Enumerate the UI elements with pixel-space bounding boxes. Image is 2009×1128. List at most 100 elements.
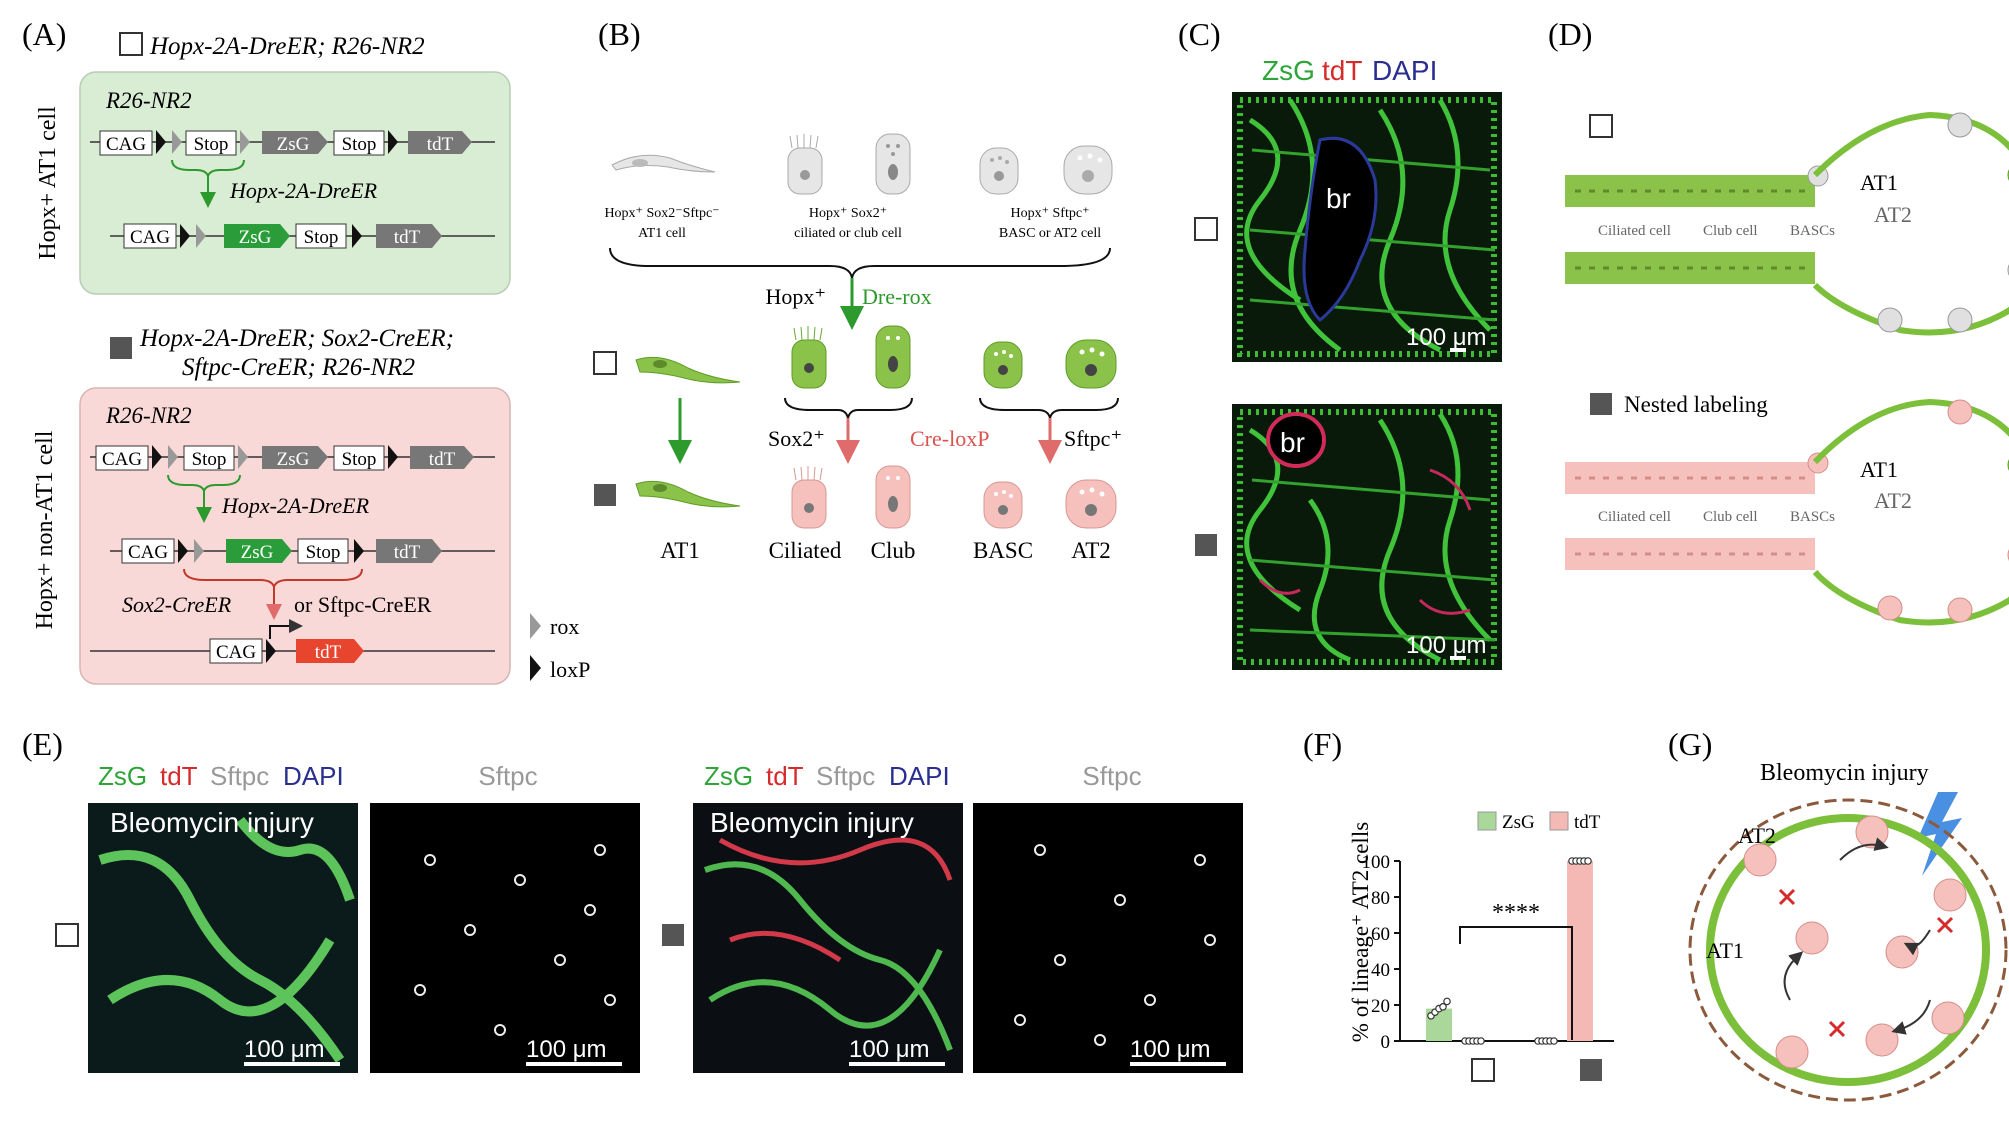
f-data-point [1439, 1002, 1447, 1011]
g-at1-label: AT1 [1706, 938, 1744, 963]
open-square-icon [1194, 217, 1218, 241]
d-club-bottom: Club cell [1703, 509, 1758, 525]
b-club-label: Club [871, 538, 916, 563]
f-legend-label: tdT [1574, 812, 1601, 833]
c-title-zsg: ZsG [1262, 55, 1315, 86]
svg-text:Stop: Stop [192, 449, 227, 470]
b-caption-at1-2: AT1 cell [638, 226, 686, 241]
svg-text:CAG: CAG [130, 227, 170, 248]
d-bascs-top: BASCs [1790, 223, 1835, 239]
d-club-top: Club cell [1703, 223, 1758, 239]
f-points [1427, 857, 1592, 1045]
b-sox2-label: Sox2⁺ [768, 426, 825, 451]
svg-text:ZsG: ZsG [277, 449, 310, 470]
e1-title-dapi: DAPI [283, 761, 344, 791]
panel-g: Bleomycin injury AT2 AT1 [1688, 760, 2008, 1102]
f-significance-bracket [1459, 926, 1573, 1040]
svg-text:Hopx-2A-DreER: Hopx-2A-DreER [221, 493, 370, 518]
e3-title-tdt: tdT [766, 761, 804, 791]
f-y-tick-label: 40 [1371, 960, 1390, 981]
a-top-side-label: Hopx+ AT1 cell [35, 106, 61, 260]
f-y-tick-label: 100 [1362, 852, 1391, 873]
f-legend-swatch [1549, 811, 1569, 831]
b-hopx-label: Hopx⁺ [766, 284, 827, 309]
panel-label-b: (B) [598, 16, 641, 52]
svg-text:ZsG: ZsG [241, 542, 274, 563]
svg-text:CAG: CAG [128, 542, 168, 563]
panel-f-chart: % of lineage⁺ AT2 cells ZsG tdT 0 20 40 60 80… [1348, 811, 1614, 1082]
a-cag-label: CAG [106, 134, 146, 155]
a-stop-label: Stop [194, 134, 229, 155]
c-scale-top: 100 μm [1406, 324, 1487, 351]
f-bars [1426, 861, 1593, 1041]
b-cre-loxp-label: Cre-loxP [910, 426, 989, 451]
d-at1-top: AT1 [1860, 170, 1898, 195]
e2-scale: 100 μm [526, 1036, 607, 1063]
a-dre-label: Hopx-2A-DreER [229, 178, 378, 203]
d-airway-top: AT1 AT2 Ciliated cell Club cell BASCs [1565, 111, 2009, 336]
e1-injury-label: Bleomycin injury [110, 807, 314, 838]
g-title: Bleomycin injury [1760, 760, 1929, 786]
e1-title-zsg: ZsG [98, 761, 147, 791]
a-or-sftpc-label: or Sftpc-CreER [294, 592, 432, 617]
f-legend-swatch [1477, 811, 1497, 831]
f-y-tick-label: 80 [1371, 888, 1390, 909]
panel-b: Hopx⁺ Sox2⁻Sftpc⁻ AT1 cell Hopx⁺ Sox2⁺ c… [593, 133, 1122, 563]
d-at2-top: AT2 [1874, 202, 1912, 227]
f-y-tick-label: 0 [1381, 1032, 1391, 1053]
g-capillary-ring [1688, 798, 2008, 1102]
b-at1-label: AT1 [660, 538, 700, 563]
panel-label-c: (C) [1178, 16, 1221, 52]
g-alveolus [1706, 814, 1990, 1086]
open-square-icon [119, 32, 143, 56]
rox-legend-icon [530, 613, 541, 639]
f-data-point [1443, 997, 1451, 1006]
panel-c: ZsG tdT DAPI br 100 μm br 100 μm [1194, 55, 1502, 670]
f-x-category-filled-square [1580, 1059, 1602, 1081]
c-br-top: br [1326, 183, 1351, 214]
filled-square-icon [662, 924, 684, 946]
f-y-tick-label: 60 [1371, 924, 1390, 945]
c-br-bottom: br [1280, 427, 1305, 458]
b-at2-label: AT2 [1071, 538, 1111, 563]
svg-text:CAG: CAG [216, 642, 256, 663]
d-airway-bottom: AT1 AT2 Ciliated cell Club cell BASCs [1565, 398, 2009, 626]
b-caption-at2-2: BASC or AT2 cell [999, 226, 1101, 241]
a-top-genotype: Hopx-2A-DreER; R26-NR2 [149, 33, 425, 60]
c-title-dapi: DAPI [1372, 55, 1437, 86]
e1-scale: 100 μm [244, 1036, 325, 1063]
a-sox2-cre-label: Sox2-CreER [122, 592, 232, 617]
a-bot-genotype-1: Hopx-2A-DreER; Sox2-CreER; [139, 325, 454, 352]
c-title-tdt: tdT [1322, 55, 1362, 86]
e4-micrograph [973, 803, 1243, 1073]
filled-square-icon [110, 337, 132, 359]
loxp-legend-icon [530, 655, 541, 681]
f-data-point [1477, 1037, 1485, 1045]
b-ciliated-label: Ciliated [769, 538, 842, 563]
a-zsg-label: ZsG [277, 134, 310, 155]
svg-text:tdT: tdT [429, 449, 456, 470]
e3-scale: 100 μm [849, 1036, 930, 1063]
f-bar [1567, 861, 1593, 1041]
a-cag-box [99, 130, 153, 156]
filled-square-icon [1195, 534, 1217, 556]
e3-title-dapi: DAPI [889, 761, 950, 791]
a-bot-side-label: Hopx+ non-AT1 cell [32, 430, 58, 629]
svg-text:tdT: tdT [315, 642, 342, 663]
f-significance-label: **** [1492, 900, 1540, 926]
panel-e: ZsG tdT Sftpc DAPI Sftpc Bleomycin injur… [55, 761, 1243, 1073]
f-legend: ZsG tdT [1477, 811, 1601, 833]
filled-square-icon [1590, 393, 1612, 415]
e2-title-sftpc: Sftpc [478, 761, 537, 791]
svg-text:tdT: tdT [394, 227, 421, 248]
d-ciliated-top: Ciliated cell [1598, 223, 1671, 239]
lightning-icon [1918, 792, 1962, 876]
f-y-axis-label: % of lineage⁺ AT2 cells [1348, 822, 1373, 1042]
open-square-icon [1589, 114, 1613, 138]
f-legend-label: ZsG [1502, 812, 1535, 833]
e4-scale: 100 μm [1130, 1036, 1211, 1063]
b-caption-at1-1: Hopx⁺ Sox2⁻Sftpc⁻ [604, 206, 719, 221]
a-stop2-label: Stop [342, 134, 377, 155]
d-bascs-bottom: BASCs [1790, 509, 1835, 525]
f-data-point [1584, 857, 1592, 865]
